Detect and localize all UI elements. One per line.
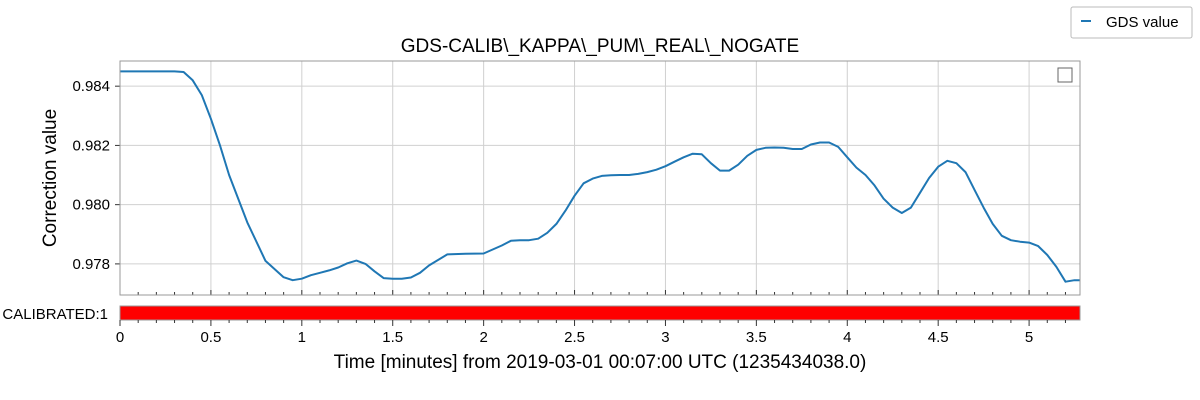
state-bar-axes: CALIBRATED:1 0 0.5 1 1.5 2 2.5 3 3.5 4 4.5 5 [2,305,1081,346]
y-axis-label: Correction value [40,109,61,247]
y-tick-label: 0.978 [72,256,110,273]
x-tick-label: 0 [116,329,124,346]
grid [119,61,1080,295]
legend-label: GDS value [1106,14,1179,31]
state-bar-calibrated [120,306,1080,320]
x-tick-label: 3 [661,329,669,346]
x-tick-label: 4 [843,329,851,346]
plot-frame [119,60,1081,296]
x-tick-label: 0.5 [200,329,221,346]
x-axis: 0 0.5 1 1.5 2 2.5 3 3.5 4 4.5 5 [116,320,1066,346]
state-bar-frame [119,305,1081,321]
inner-legend-box [1057,67,1073,83]
legend: GDS value [1070,6,1193,39]
state-bar-label: CALIBRATED:1 [2,306,108,323]
y-axis: 0.978 0.980 0.982 0.984 [72,78,120,273]
x-tick-label: 3.5 [746,329,767,346]
series-layer [120,70,1080,283]
x-tick-label: 4.5 [928,329,949,346]
y-tick-label: 0.984 [72,78,110,95]
plot-background [120,61,1080,295]
x-tick-label: 2.5 [564,329,585,346]
y-tick-label: 0.980 [72,197,110,214]
chart-title: GDS-CALIB\_KAPPA\_PUM\_REAL\_NOGATE [401,36,799,57]
x-tick-label: 5 [1025,329,1033,346]
x-tick-label: 1.5 [382,329,403,346]
x-tick-label: 2 [479,329,487,346]
y-tick-label: 0.982 [72,137,110,154]
x-tick-label: 1 [298,329,306,346]
x-axis-label: Time [minutes] from 2019-03-01 00:07:00 … [334,352,867,373]
legend-box [1070,6,1193,39]
series-line [120,70,1080,283]
plot-area: 0.978 0.980 0.982 0.984 [72,60,1081,296]
